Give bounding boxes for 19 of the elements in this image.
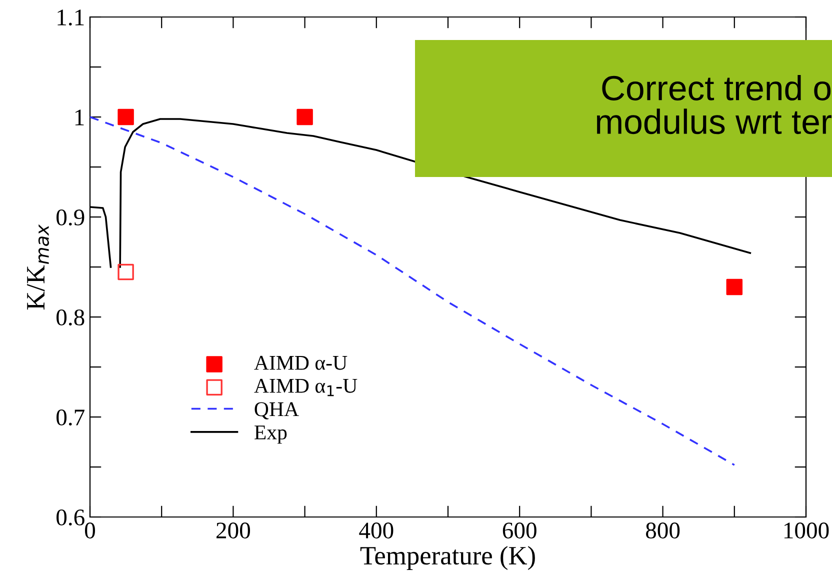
y-tick-label: 0.6 [56,509,84,526]
x-tick-label: 200 [216,522,250,538]
y-tick-label: 1.1 [58,10,84,26]
y-tick-label: 0.9 [56,209,84,226]
x-tick-label: 0 [84,522,96,538]
y-tick-label: 0.7 [56,409,84,426]
x-tick-label: 400 [359,522,394,538]
legend-label: AIMD α$_{1}$-U [254,378,358,396]
x-tick-label: 800 [646,522,680,538]
y-tick-label: 0.8 [56,309,84,326]
legend-label: QHA [254,402,299,420]
x-axis-title: Temperature (K) [360,546,535,570]
legend-label: Exp [254,426,287,444]
x-tick-label: 600 [502,522,536,538]
y-axis-title: K/K$_{max}$ [27,224,50,310]
y-tick-label: 1 [75,110,84,126]
x-tick-label: 1000 [784,522,829,538]
annotation: Correct trend o modulus wrt ter [596,75,832,134]
legend-label: AIMD α-U [254,356,348,370]
